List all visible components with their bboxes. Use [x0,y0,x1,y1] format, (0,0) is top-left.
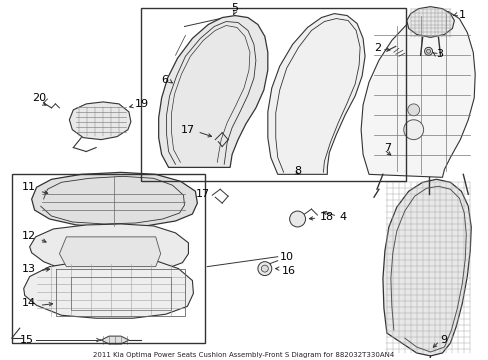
Bar [12,174,205,343]
Polygon shape [382,179,470,356]
Polygon shape [60,237,161,267]
Text: 2011 Kia Optima Power Seats Cushion Assembly-Front S Diagram for 882032T330AN4: 2011 Kia Optima Power Seats Cushion Asse… [93,352,394,358]
Text: 6: 6 [161,75,168,85]
Text: 18: 18 [319,212,333,222]
Polygon shape [360,10,474,177]
Polygon shape [101,336,129,344]
Polygon shape [406,6,453,37]
Text: 13: 13 [21,264,36,274]
Text: 3: 3 [436,49,443,59]
Polygon shape [267,14,365,174]
Circle shape [403,120,423,140]
Text: 15: 15 [20,335,34,345]
Text: 2: 2 [373,43,380,53]
Text: 1: 1 [457,10,465,19]
Polygon shape [32,172,197,227]
Text: 9: 9 [440,335,447,345]
Text: 16: 16 [281,266,295,276]
Circle shape [407,104,419,116]
Circle shape [257,262,271,275]
Text: 17: 17 [195,189,209,199]
Text: 20: 20 [32,93,46,103]
Circle shape [261,265,268,272]
Text: 12: 12 [21,231,36,241]
Text: 17: 17 [181,125,195,135]
Text: 5: 5 [231,3,238,13]
Polygon shape [158,15,267,167]
Text: 4: 4 [339,212,346,222]
Polygon shape [30,224,188,274]
Text: 19: 19 [135,99,149,109]
Text: 8: 8 [294,166,301,176]
Text: 10: 10 [279,252,293,262]
Circle shape [289,211,305,227]
Text: 7: 7 [383,143,390,153]
Circle shape [424,47,432,55]
Polygon shape [69,102,131,140]
Circle shape [426,49,429,53]
Text: 11: 11 [21,182,36,192]
Text: 14: 14 [21,298,36,309]
Polygon shape [23,259,193,318]
Bar [141,8,405,181]
